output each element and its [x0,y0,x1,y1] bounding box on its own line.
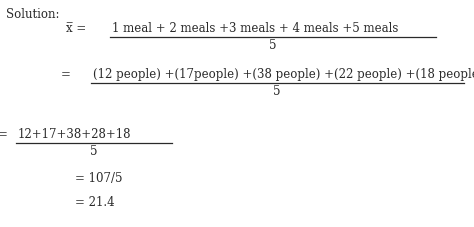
Text: 1 meal + 2 meals +3 meals + 4 meals +5 meals: 1 meal + 2 meals +3 meals + 4 meals +5 m… [112,22,398,35]
Text: 5: 5 [269,39,277,52]
Text: = 107/5: = 107/5 [75,172,122,185]
Text: = 21.4: = 21.4 [75,196,115,209]
Text: (12 people) +(17people) +(38 people) +(22 people) +(18 people): (12 people) +(17people) +(38 people) +(2… [93,68,474,81]
Text: 5: 5 [90,145,98,158]
Text: 12+17+38+28+18: 12+17+38+28+18 [18,128,131,141]
Text: =: = [0,128,8,141]
Text: x̅ =: x̅ = [66,22,90,35]
Text: =: = [61,68,75,81]
Text: Solution:: Solution: [6,8,60,21]
Text: 5: 5 [273,85,281,98]
